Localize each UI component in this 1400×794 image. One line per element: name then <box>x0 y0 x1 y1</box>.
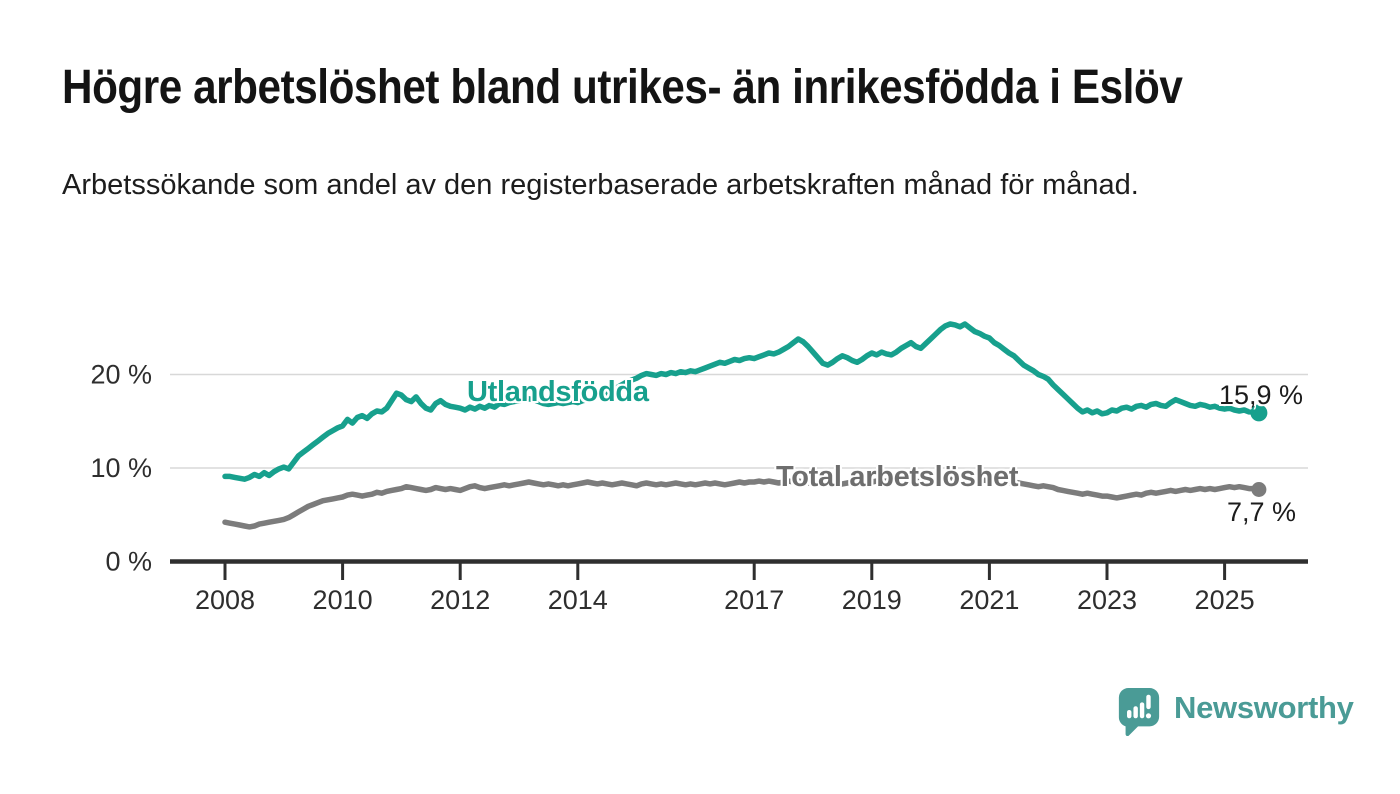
x-axis-tick-label: 2025 <box>1195 585 1255 615</box>
newsworthy-logo[interactable]: Newsworthy <box>1116 686 1354 736</box>
end-value-label-utlandsfodda: 15,9 % <box>1219 380 1304 410</box>
series-line-total-arbetsloshet <box>222 476 1262 530</box>
series-label-utlandsfodda: Utlandsfödda <box>467 376 649 408</box>
line-chart: 0 % 10 % 20 % 2008 2010 2012 2014 2017 2019 2021 2… <box>90 321 1308 615</box>
x-axis-tick-label: 2019 <box>842 585 902 615</box>
series-end-dot-utlandsfodda <box>1250 404 1268 422</box>
y-axis-tick-label: 0 % <box>105 547 152 577</box>
newsworthy-bubble-chart-icon <box>1118 688 1160 736</box>
x-axis-tick-label: 2008 <box>195 585 255 615</box>
newsworthy-logo-text: Newsworthy <box>1174 690 1354 725</box>
series-end-dot-total-arbetsloshet <box>1251 482 1267 498</box>
series-label-total-arbetsloshet: Total arbetslöshet <box>776 461 1019 493</box>
page-title: Högre arbetslöshet bland utrikes- än inr… <box>62 61 1183 114</box>
y-axis-tick-label: 20 % <box>90 360 152 390</box>
y-axis-tick-label: 10 % <box>90 453 152 483</box>
x-axis-tick-label: 2014 <box>548 585 608 615</box>
x-axis-tick-label: 2021 <box>959 585 1019 615</box>
series-line-utlandsfodda <box>222 321 1262 482</box>
end-value-label-total: 7,7 % <box>1227 497 1297 527</box>
x-axis-tick-label: 2010 <box>313 585 373 615</box>
x-axis-tick-label: 2017 <box>724 585 784 615</box>
chart-subtitle: Arbetssökande som andel av den registerb… <box>62 169 1139 201</box>
x-axis-tick-label: 2023 <box>1077 585 1137 615</box>
x-axis-tick-label: 2012 <box>430 585 490 615</box>
